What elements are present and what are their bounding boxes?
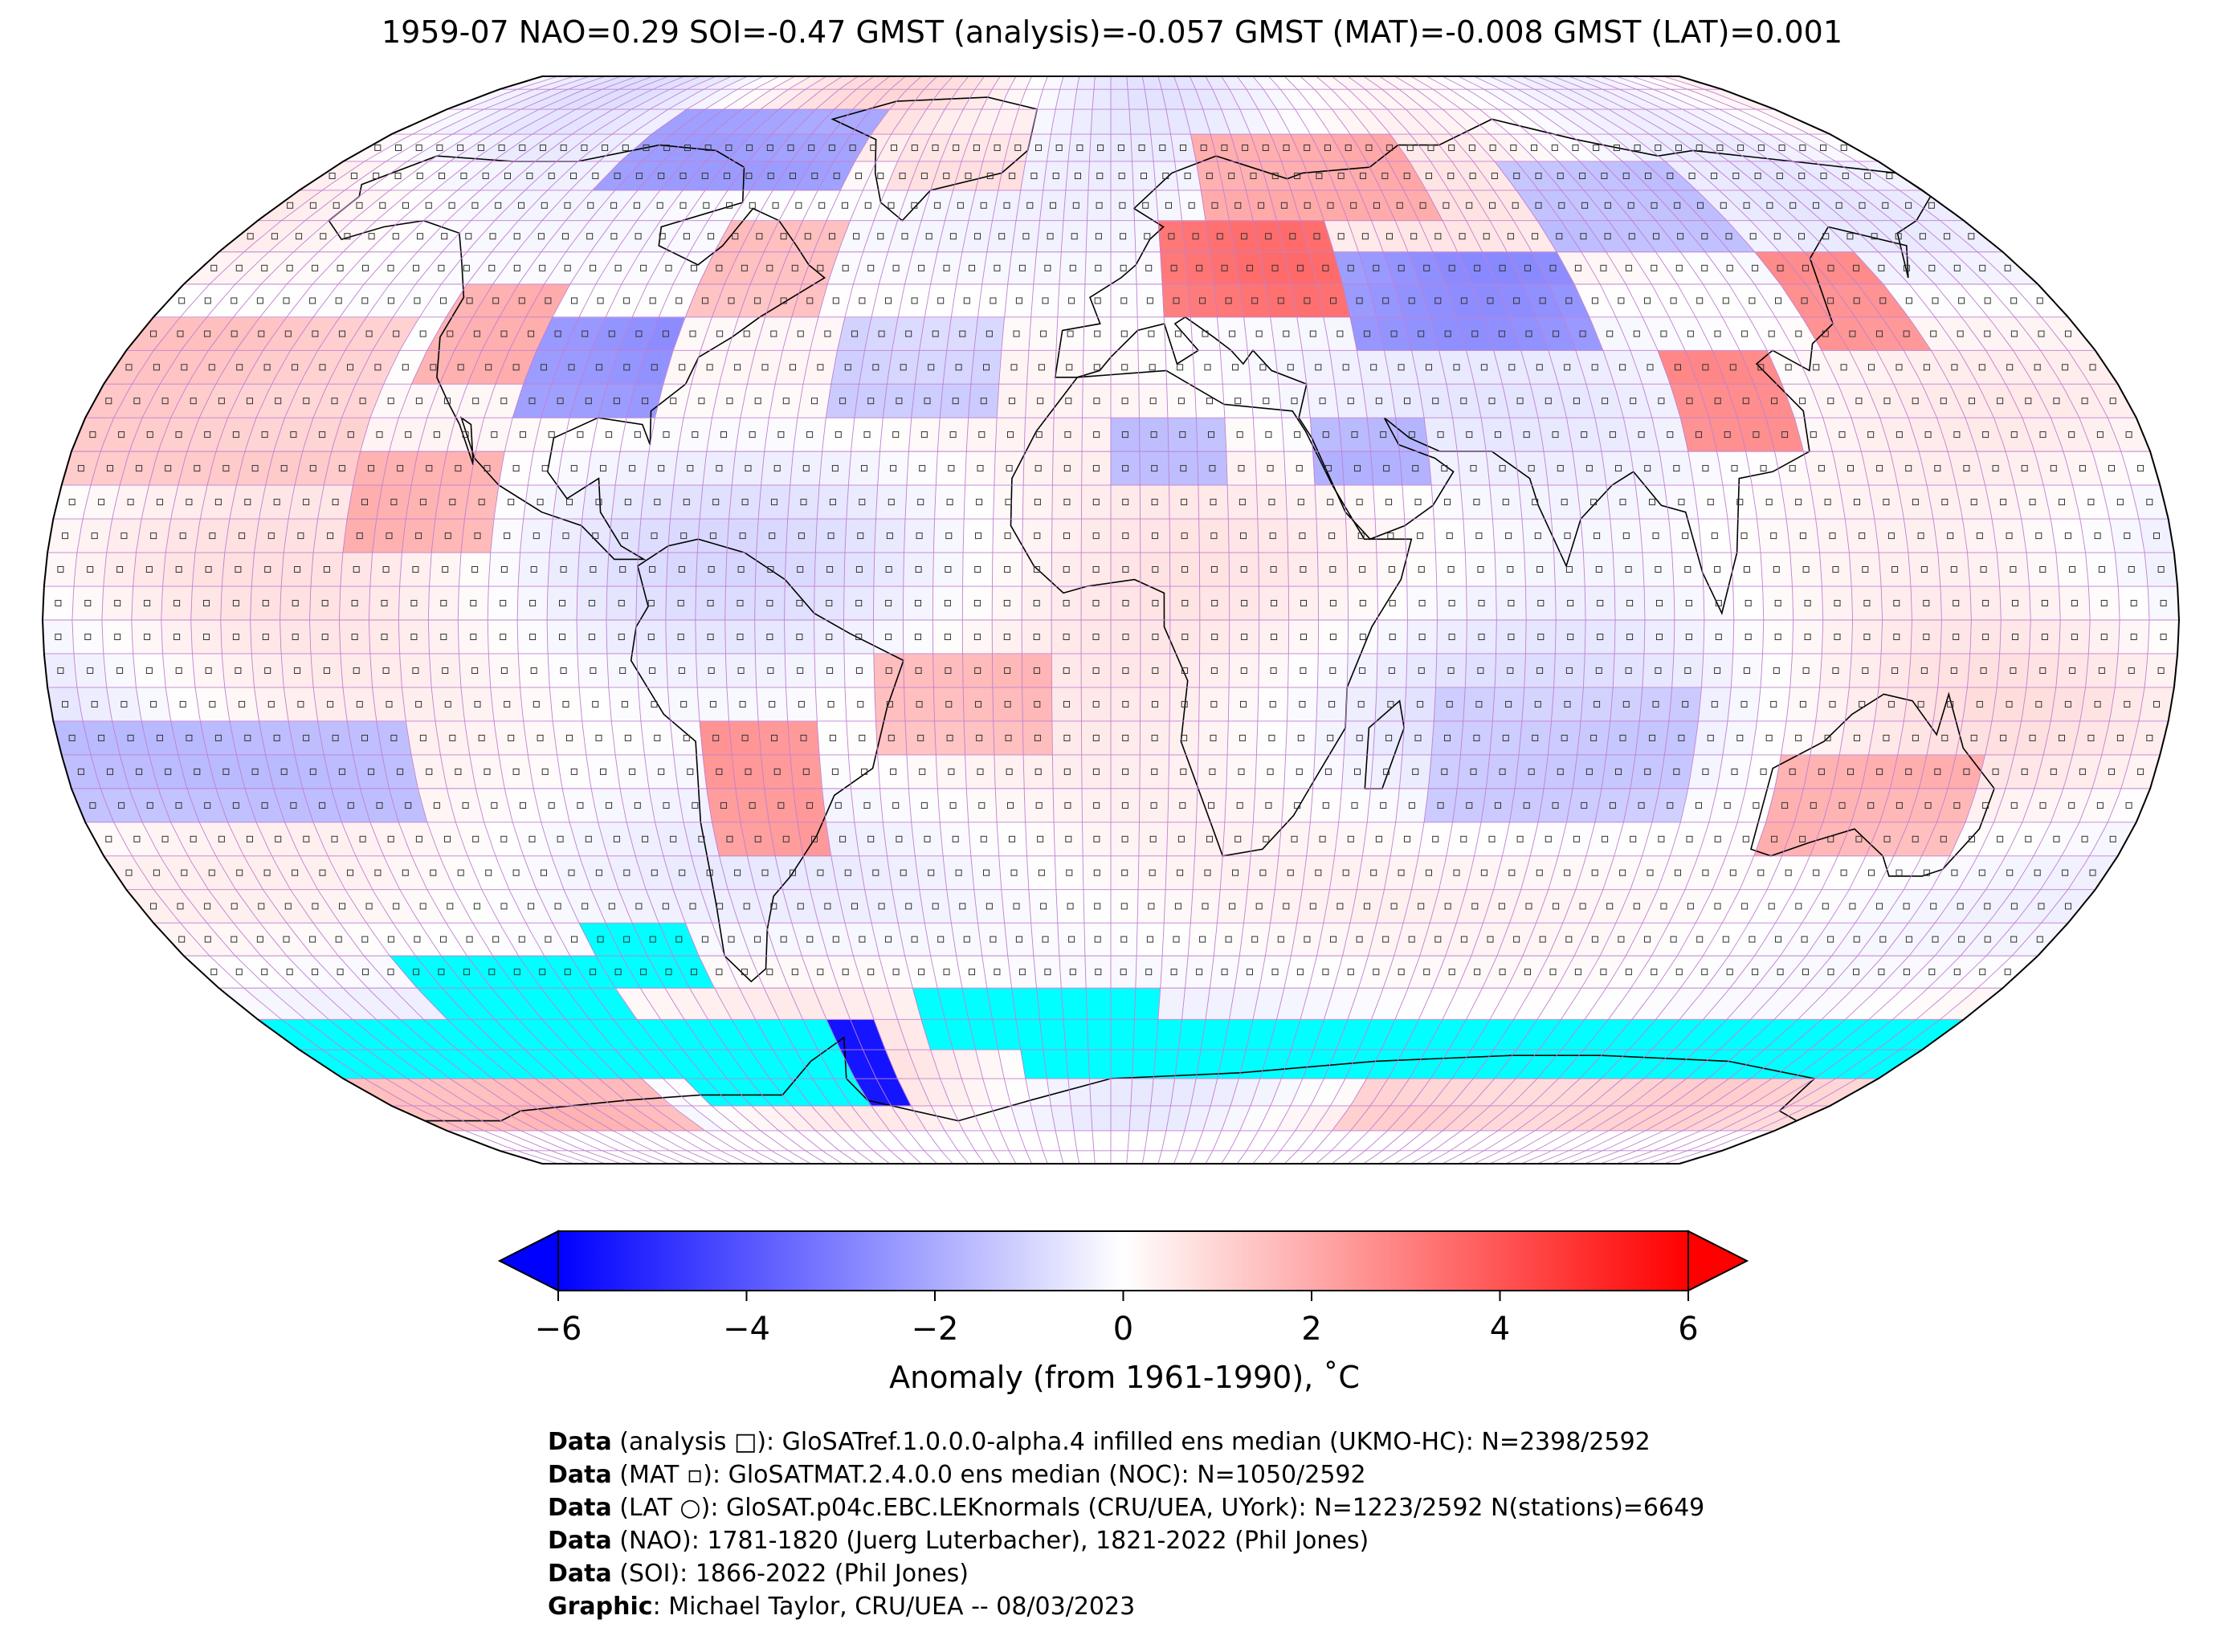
- colorbar-tick-label: 4: [1490, 1311, 1510, 1348]
- credit-graphic: Graphic: Michael Taylor, CRU/UEA -- 08/0…: [548, 1593, 1136, 1621]
- map-title: 1959-07 NAO=0.29 SOI=-0.47 GMST (analysi…: [381, 14, 1843, 50]
- colorbar-ticks: −6 −4 −2 0 2 4 6: [535, 1291, 1699, 1348]
- colorbar-tick-label: 2: [1301, 1311, 1321, 1348]
- colorbar-tick-label: −2: [912, 1311, 959, 1348]
- colorbar-tick-label: 0: [1113, 1311, 1133, 1348]
- colorbar-high-extend: [1687, 1230, 1749, 1292]
- credit-lat: Data (LAT ○): GloSAT.p04c.EBC.LEKnormals…: [548, 1494, 1705, 1522]
- world-map: [41, 75, 2181, 1165]
- colorbar-label: Anomaly (from 1961-1990), ˚C: [889, 1360, 1360, 1395]
- credit-analysis: Data (analysis □): GloSATref.1.0.0.0-alp…: [548, 1428, 1651, 1456]
- colorbar-low-extend: [497, 1230, 559, 1292]
- credit-nao: Data (NAO): 1781-1820 (Juerg Luterbacher…: [548, 1527, 1369, 1555]
- colorbar: −6 −4 −2 0 2 4 6 Anomaly (from 1961-1990), ˚C: [497, 1230, 1749, 1395]
- colorbar-tick-label: −4: [723, 1311, 770, 1348]
- colorbar-gradient: [557, 1230, 1689, 1291]
- colorbar-tick-label: −6: [535, 1311, 582, 1348]
- data-credits: Data (analysis □): GloSATref.1.0.0.0-alp…: [548, 1426, 1704, 1623]
- colorbar-tick-label: 6: [1678, 1311, 1698, 1348]
- credit-soi: Data (SOI): 1866-2022 (Phil Jones): [548, 1560, 969, 1588]
- credit-mat: Data (MAT ▫): GloSATMAT.2.4.0.0 ens medi…: [548, 1461, 1366, 1489]
